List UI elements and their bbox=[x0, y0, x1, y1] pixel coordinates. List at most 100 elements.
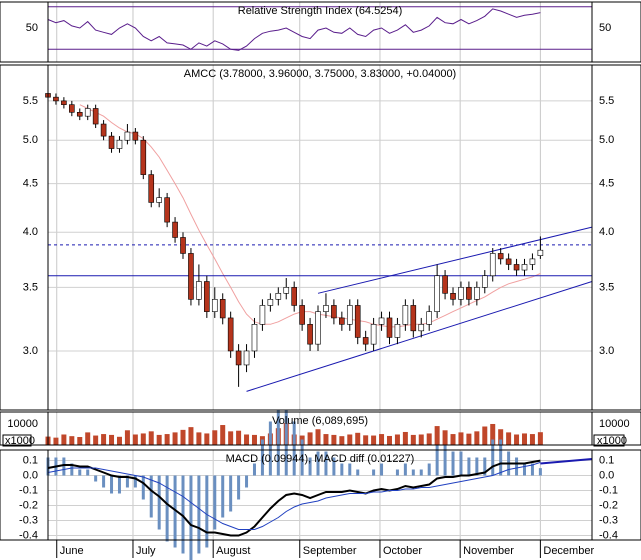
volume-bar bbox=[434, 426, 440, 445]
macd-diff-bar bbox=[221, 475, 225, 518]
candle-body bbox=[188, 253, 194, 300]
y-tick-label-right: 3.0 bbox=[599, 345, 614, 357]
candle-body bbox=[92, 108, 99, 125]
macd-diff-bar bbox=[332, 457, 336, 476]
panel-title: AMCC (3.78000, 3.96000, 3.75000, 3.83000… bbox=[184, 68, 456, 80]
macd-diff-bar bbox=[499, 439, 503, 476]
y-tick-label: 0.1 bbox=[23, 454, 38, 466]
volume-bar bbox=[394, 434, 400, 445]
macd-diff-bar bbox=[324, 451, 328, 476]
volume-bar bbox=[251, 434, 257, 445]
volume-bar bbox=[323, 434, 329, 445]
volume-bar bbox=[514, 434, 520, 445]
volume-bar bbox=[53, 437, 59, 445]
candle-body bbox=[291, 287, 297, 306]
volume-bar bbox=[61, 434, 67, 445]
candle-body bbox=[76, 112, 83, 117]
candle-body bbox=[156, 197, 162, 203]
unit-box-right bbox=[593, 434, 625, 447]
candle-body bbox=[164, 197, 170, 223]
y-tick-label-right: 50 bbox=[599, 22, 611, 34]
y-tick-label: 50 bbox=[26, 22, 38, 34]
candle-body bbox=[259, 305, 266, 325]
macd-diff-bar bbox=[157, 475, 161, 530]
volume-bar bbox=[109, 434, 115, 445]
candle-body bbox=[513, 264, 520, 271]
candle-body bbox=[132, 131, 139, 141]
candle-body bbox=[283, 287, 290, 294]
macd-diff-bar bbox=[165, 475, 169, 542]
moving-average bbox=[79, 104, 541, 328]
macd-diff-bar bbox=[205, 475, 209, 548]
volume-bar bbox=[307, 432, 313, 445]
candle-body bbox=[211, 299, 218, 312]
macd-diff-bar bbox=[372, 469, 376, 476]
macd-diff-bar bbox=[515, 457, 519, 476]
candle-body bbox=[307, 324, 313, 345]
panel-title: Relative Strength Index (64.5254) bbox=[238, 5, 403, 17]
candle-body bbox=[84, 108, 91, 117]
candle-body bbox=[354, 305, 361, 338]
y-tick-label-right: 0.1 bbox=[599, 454, 614, 466]
candle-body bbox=[196, 281, 202, 300]
panel-frame bbox=[0, 64, 641, 411]
y-tick-label: 4.0 bbox=[23, 226, 38, 238]
volume-bar bbox=[474, 431, 480, 445]
macd-diff-bar bbox=[538, 468, 542, 476]
volume-bar bbox=[180, 429, 186, 445]
y-tick-label: -0.3 bbox=[19, 514, 38, 526]
candle-body bbox=[299, 305, 305, 325]
volume-bar bbox=[77, 437, 83, 445]
trend-line bbox=[246, 281, 593, 392]
candle-body bbox=[450, 293, 456, 300]
y-tick-label: -0.1 bbox=[19, 484, 38, 496]
macd-line bbox=[47, 459, 541, 537]
volume-bar bbox=[164, 434, 170, 445]
candle-body bbox=[402, 305, 409, 325]
volume-bar bbox=[498, 429, 504, 445]
volume-bar bbox=[172, 432, 178, 445]
y-tick-label-right: 3.5 bbox=[599, 281, 614, 293]
volume-bar bbox=[363, 435, 369, 445]
macd-diff-bar bbox=[268, 421, 272, 476]
volume-bar bbox=[458, 432, 464, 445]
volume-bar bbox=[244, 434, 250, 445]
panel-frame bbox=[0, 1, 641, 63]
macd-diff-bar bbox=[260, 439, 264, 476]
volume-bar bbox=[331, 434, 337, 445]
candle-body bbox=[227, 317, 234, 352]
candle-body bbox=[267, 299, 274, 306]
candle-body bbox=[418, 324, 425, 332]
y-tick-label: 0.0 bbox=[23, 469, 38, 481]
macd-diff-bar bbox=[467, 457, 471, 476]
macd-diff-bar bbox=[419, 469, 423, 476]
macd-diff-bar bbox=[141, 475, 145, 500]
candle-body bbox=[53, 96, 59, 102]
y-tick-label-right: 4.5 bbox=[599, 178, 614, 190]
candle-body bbox=[172, 221, 178, 238]
macd-diff-bar bbox=[237, 475, 241, 500]
candle-body bbox=[251, 324, 258, 352]
macd-diff-bar bbox=[78, 469, 82, 476]
x-tick-label: November bbox=[463, 545, 514, 557]
volume-bar bbox=[379, 434, 385, 445]
volume-bar bbox=[482, 426, 488, 445]
macd-diff-bar bbox=[443, 445, 447, 476]
y-tick-label: 10000 bbox=[7, 418, 38, 430]
x-tick-label: June bbox=[60, 545, 84, 557]
volume-bar bbox=[386, 435, 392, 445]
candle-body bbox=[442, 275, 448, 294]
x-tick-label: October bbox=[383, 545, 422, 557]
macd-diff-bar bbox=[451, 451, 455, 476]
y-tick-label-right: 4.0 bbox=[599, 226, 614, 238]
macd-trend-line bbox=[540, 458, 593, 465]
candle-body bbox=[466, 287, 472, 300]
volume-bar bbox=[148, 431, 154, 445]
volume-bar bbox=[188, 427, 194, 445]
macd-line bbox=[47, 461, 541, 530]
volume-bar bbox=[466, 433, 472, 445]
volume-bar bbox=[116, 436, 122, 445]
volume-bar bbox=[339, 436, 345, 445]
volume-bar bbox=[220, 425, 226, 445]
macd-diff-bar bbox=[102, 475, 106, 488]
